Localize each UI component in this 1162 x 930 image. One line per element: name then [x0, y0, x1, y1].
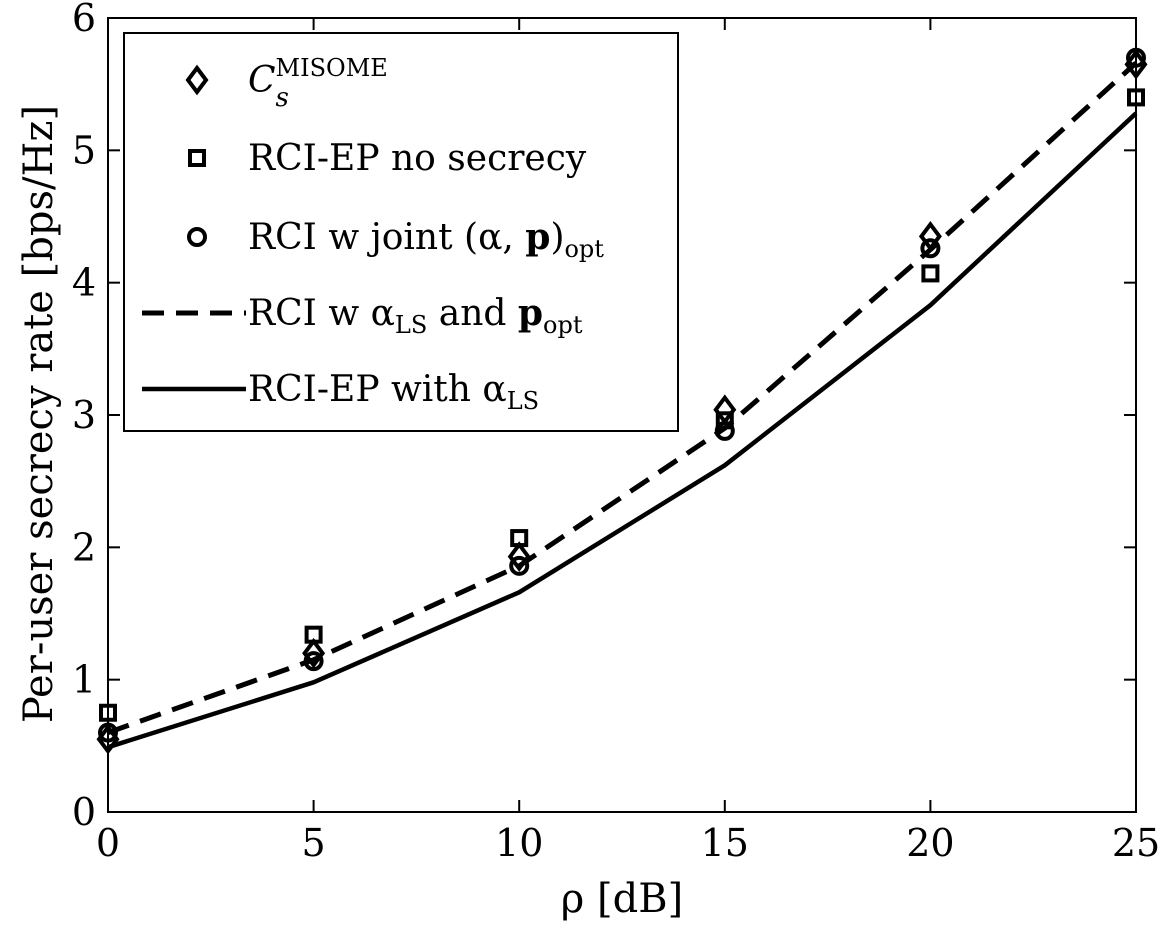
legend-label: RCI w joint (α, p)opt — [248, 216, 604, 263]
dashed-series-line — [107, 61, 1138, 735]
legend-text-span: and — [427, 293, 518, 334]
solid-series-line — [107, 111, 1138, 750]
x-axis-title: ρ [dB] — [561, 876, 683, 922]
legend: CMISOME s RCI-EP no secrecy RCI w joint (α,… — [123, 32, 679, 432]
legend-label: RCI w αLS and popt — [248, 292, 583, 339]
x-tick-label: 25 — [1112, 821, 1160, 865]
legend-text-span: RCI-EP with α — [248, 369, 507, 410]
legend-text-span: RCI w α — [248, 293, 395, 334]
y-tick-label: 2 — [72, 525, 96, 569]
x-tick-label: 10 — [495, 821, 543, 865]
legend-label: RCI-EP no secrecy — [248, 138, 587, 179]
y-tick-label: 1 — [72, 658, 96, 702]
circle-data-point — [303, 651, 324, 672]
y-axis-title: Per-user secrecy rate [bps/Hz] — [16, 105, 62, 723]
circle-data-point — [1126, 47, 1146, 68]
x-tick-label: 0 — [96, 821, 120, 865]
square-data-point — [99, 703, 117, 722]
x-tick-label: 20 — [906, 821, 954, 865]
circle-data-point — [714, 420, 735, 441]
x-tick-label: 5 — [302, 821, 326, 865]
y-tick-label: 5 — [72, 128, 96, 172]
y-tick-label: 3 — [72, 393, 96, 437]
legend-label: CMISOME s — [248, 54, 388, 113]
legend-text-span: opt — [564, 235, 604, 263]
y-tick-label: 4 — [72, 261, 96, 305]
x-tick-label: 15 — [701, 821, 749, 865]
legend-text-span: LS — [395, 311, 427, 339]
square-data-point — [1127, 88, 1145, 107]
legend-text-span: RCI-EP no secrecy — [248, 138, 587, 179]
legend-text-span: p — [518, 292, 543, 334]
series-lines — [107, 61, 1138, 750]
circle-data-point — [98, 722, 118, 743]
legend-text-span: C — [248, 60, 276, 101]
diamond-data-point — [918, 221, 942, 252]
diamond-data-point — [507, 541, 531, 572]
legend-text-span: MISOME — [276, 54, 388, 82]
square-data-point — [715, 411, 734, 430]
circle-data-point — [920, 238, 941, 259]
legend-circle-icon — [187, 227, 207, 247]
y-tick-label: 0 — [72, 790, 96, 834]
square-data-point — [921, 264, 940, 283]
legend-text-span: s — [276, 83, 289, 113]
y-tick-label: 6 — [72, 0, 96, 40]
legend-square-icon — [188, 149, 206, 167]
circle-data-point — [509, 555, 530, 576]
legend-diamond-icon — [185, 64, 209, 96]
diamond-data-point — [302, 637, 326, 669]
square-data-point — [510, 529, 529, 548]
legend-text-span: LS — [507, 387, 539, 415]
series-markers — [96, 47, 1148, 755]
legend-text-span: ) — [550, 217, 564, 258]
square-data-point — [304, 625, 323, 644]
legend-text-span: opt — [543, 311, 583, 339]
legend-box — [123, 32, 679, 432]
axes: 0 5 10 15 20 25 0 1 2 3 4 5 6 — [72, 0, 1160, 865]
legend-text-span: RCI w joint (α, — [248, 217, 525, 258]
legend-label: RCI-EP with αLS — [248, 369, 539, 415]
legend-text-span: p — [525, 216, 550, 258]
